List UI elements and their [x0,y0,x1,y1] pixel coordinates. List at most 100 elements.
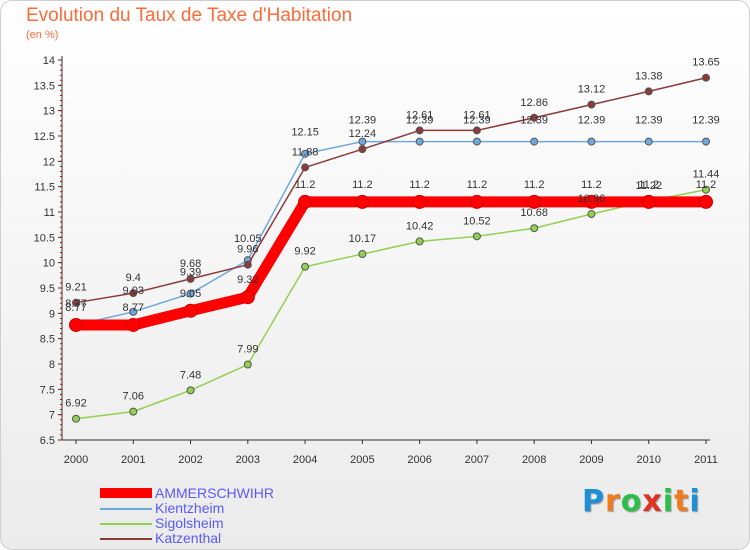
x-tick-label: 2006 [407,454,431,466]
data-label: 8.77 [123,302,144,314]
data-label: 12.39 [578,115,606,127]
data-label: 9.92 [294,246,315,258]
legend-swatch-kientzheim [100,508,152,510]
data-label: 9.21 [65,282,86,294]
y-tick-label: 6.5 [40,435,55,447]
data-point-ammerschwihr [69,317,83,332]
logo-letter: i [662,484,675,519]
data-point-sigolsheim [358,250,367,259]
data-point-kientzheim [129,307,138,316]
data-label: 11.2 [295,179,316,191]
data-label: 10.42 [406,220,434,232]
data-point-sigolsheim [243,360,252,369]
data-point-ammerschwihr [527,194,542,209]
data-label: 7.06 [123,391,144,403]
data-label: 12.61 [463,109,491,121]
data-label: 9.68 [180,258,201,270]
data-label: 10.05 [234,233,262,245]
data-point-kientzheim [644,137,653,146]
data-point-ammerschwihr [355,194,370,209]
data-point-katzenthal [644,87,653,96]
y-tick-label: 9.5 [40,283,55,295]
data-label: 11.2 [696,179,717,191]
data-label: 7.99 [237,344,258,356]
legend-label-sigolsheim: Sigolsheim [155,515,224,531]
data-point-katzenthal [243,260,252,269]
data-label: 11.2 [638,179,659,191]
data-label: 11.44 [693,169,720,181]
data-point-ammerschwihr [240,290,255,305]
data-label: 10.96 [578,193,606,205]
data-point-kientzheim [472,137,481,146]
data-point-kientzheim [301,149,310,158]
data-point-kientzheim [358,137,367,146]
data-label: 9.32 [237,274,258,286]
data-point-katzenthal [129,289,138,298]
data-label: 9.03 [123,285,144,297]
data-label: 12.39 [463,115,491,127]
legend-label-ammerschwihr: AMMERSCHWIHR [155,485,274,501]
data-label: 6.92 [65,398,86,410]
data-label: 11.2 [524,179,545,191]
data-point-sigolsheim [72,414,80,423]
data-label: 12.24 [349,128,377,140]
logo-letter: r [605,484,621,519]
data-point-sigolsheim [186,386,195,395]
data-label: 12.15 [291,127,319,139]
data-label: 9.39 [180,267,201,279]
data-point-ammerschwihr [126,317,141,332]
data-point-kientzheim [587,137,596,146]
x-tick-label: 2009 [579,454,603,466]
data-point-katzenthal [186,274,195,283]
x-tick-label: 2003 [236,454,260,466]
x-tick-label: 2000 [64,454,88,466]
data-point-kientzheim [415,137,424,146]
x-tick-label: 2008 [522,454,546,466]
data-label: 10.17 [349,233,377,245]
logo-letter: x [642,484,663,519]
data-label: 10.68 [520,207,548,219]
y-tick-label: 8 [49,359,55,371]
y-tick-label: 12 [43,156,55,168]
data-label: 13.65 [692,57,720,69]
data-label: 11.2 [409,179,430,191]
x-tick-label: 2011 [694,454,718,466]
data-point-katzenthal [587,100,596,109]
y-tick-label: 11 [44,207,55,219]
data-point-sigolsheim [301,262,310,271]
y-tick-label: 9 [49,308,55,320]
y-tick-label: 12.5 [34,131,55,143]
legend-swatch-katzenthal [100,538,152,540]
data-label: 11.2 [581,179,602,191]
data-point-kientzheim [702,137,710,146]
y-tick-label: 10 [43,258,55,270]
y-tick-label: 11.5 [34,182,55,194]
data-label: 11.88 [292,146,319,158]
data-label: 9.96 [237,244,258,256]
x-tick-label: 2010 [636,454,660,466]
x-tick-label: 2004 [293,454,317,466]
data-label: 8.77 [65,298,86,310]
y-tick-label: 14 [43,55,55,67]
series-line-ammerschwihr [70,196,712,331]
data-label: 12.61 [406,109,434,121]
y-tick-label: 13.5 [34,80,55,92]
proxiti-logo: Proxiti [582,484,701,519]
data-label: 10.52 [463,215,491,227]
logo-letter: o [620,484,643,519]
legend-label-katzenthal: Katzenthal [155,530,222,546]
data-point-katzenthal [530,113,539,122]
data-label: 12.39 [349,115,377,127]
x-tick-label: 2007 [465,454,489,466]
data-label: 12.39 [520,115,548,127]
y-tick-label: 13 [43,106,55,118]
data-label: 9.05 [180,288,201,300]
data-label: 8.77 [65,302,86,314]
data-point-sigolsheim [415,237,424,246]
y-tick-label: 8.5 [40,334,55,346]
data-point-sigolsheim [587,210,596,219]
legend-swatch-sigolsheim [100,523,152,525]
data-label: 11.22 [635,180,662,192]
